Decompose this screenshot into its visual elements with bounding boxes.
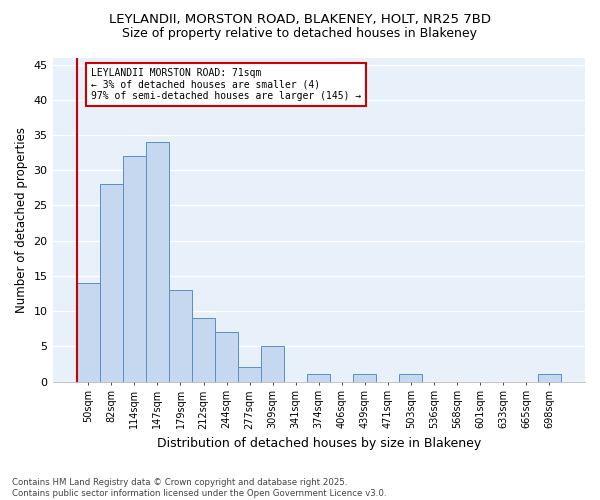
Y-axis label: Number of detached properties: Number of detached properties [15, 126, 28, 312]
Bar [77, 283, 100, 382]
Bar [400, 374, 422, 382]
Bar [146, 142, 169, 382]
Bar [123, 156, 146, 382]
X-axis label: Distribution of detached houses by size in Blakeney: Distribution of detached houses by size … [157, 437, 481, 450]
Bar [538, 374, 561, 382]
Bar [169, 290, 192, 382]
Text: LEYLANDII, MORSTON ROAD, BLAKENEY, HOLT, NR25 7BD: LEYLANDII, MORSTON ROAD, BLAKENEY, HOLT,… [109, 12, 491, 26]
Bar [192, 318, 215, 382]
Text: Size of property relative to detached houses in Blakeney: Size of property relative to detached ho… [122, 28, 478, 40]
Bar [307, 374, 330, 382]
Bar [215, 332, 238, 382]
Text: Contains HM Land Registry data © Crown copyright and database right 2025.
Contai: Contains HM Land Registry data © Crown c… [12, 478, 386, 498]
Bar [100, 184, 123, 382]
Bar [238, 368, 261, 382]
Bar [353, 374, 376, 382]
Text: LEYLANDII MORSTON ROAD: 71sqm
← 3% of detached houses are smaller (4)
97% of sem: LEYLANDII MORSTON ROAD: 71sqm ← 3% of de… [91, 68, 361, 102]
Bar [261, 346, 284, 382]
